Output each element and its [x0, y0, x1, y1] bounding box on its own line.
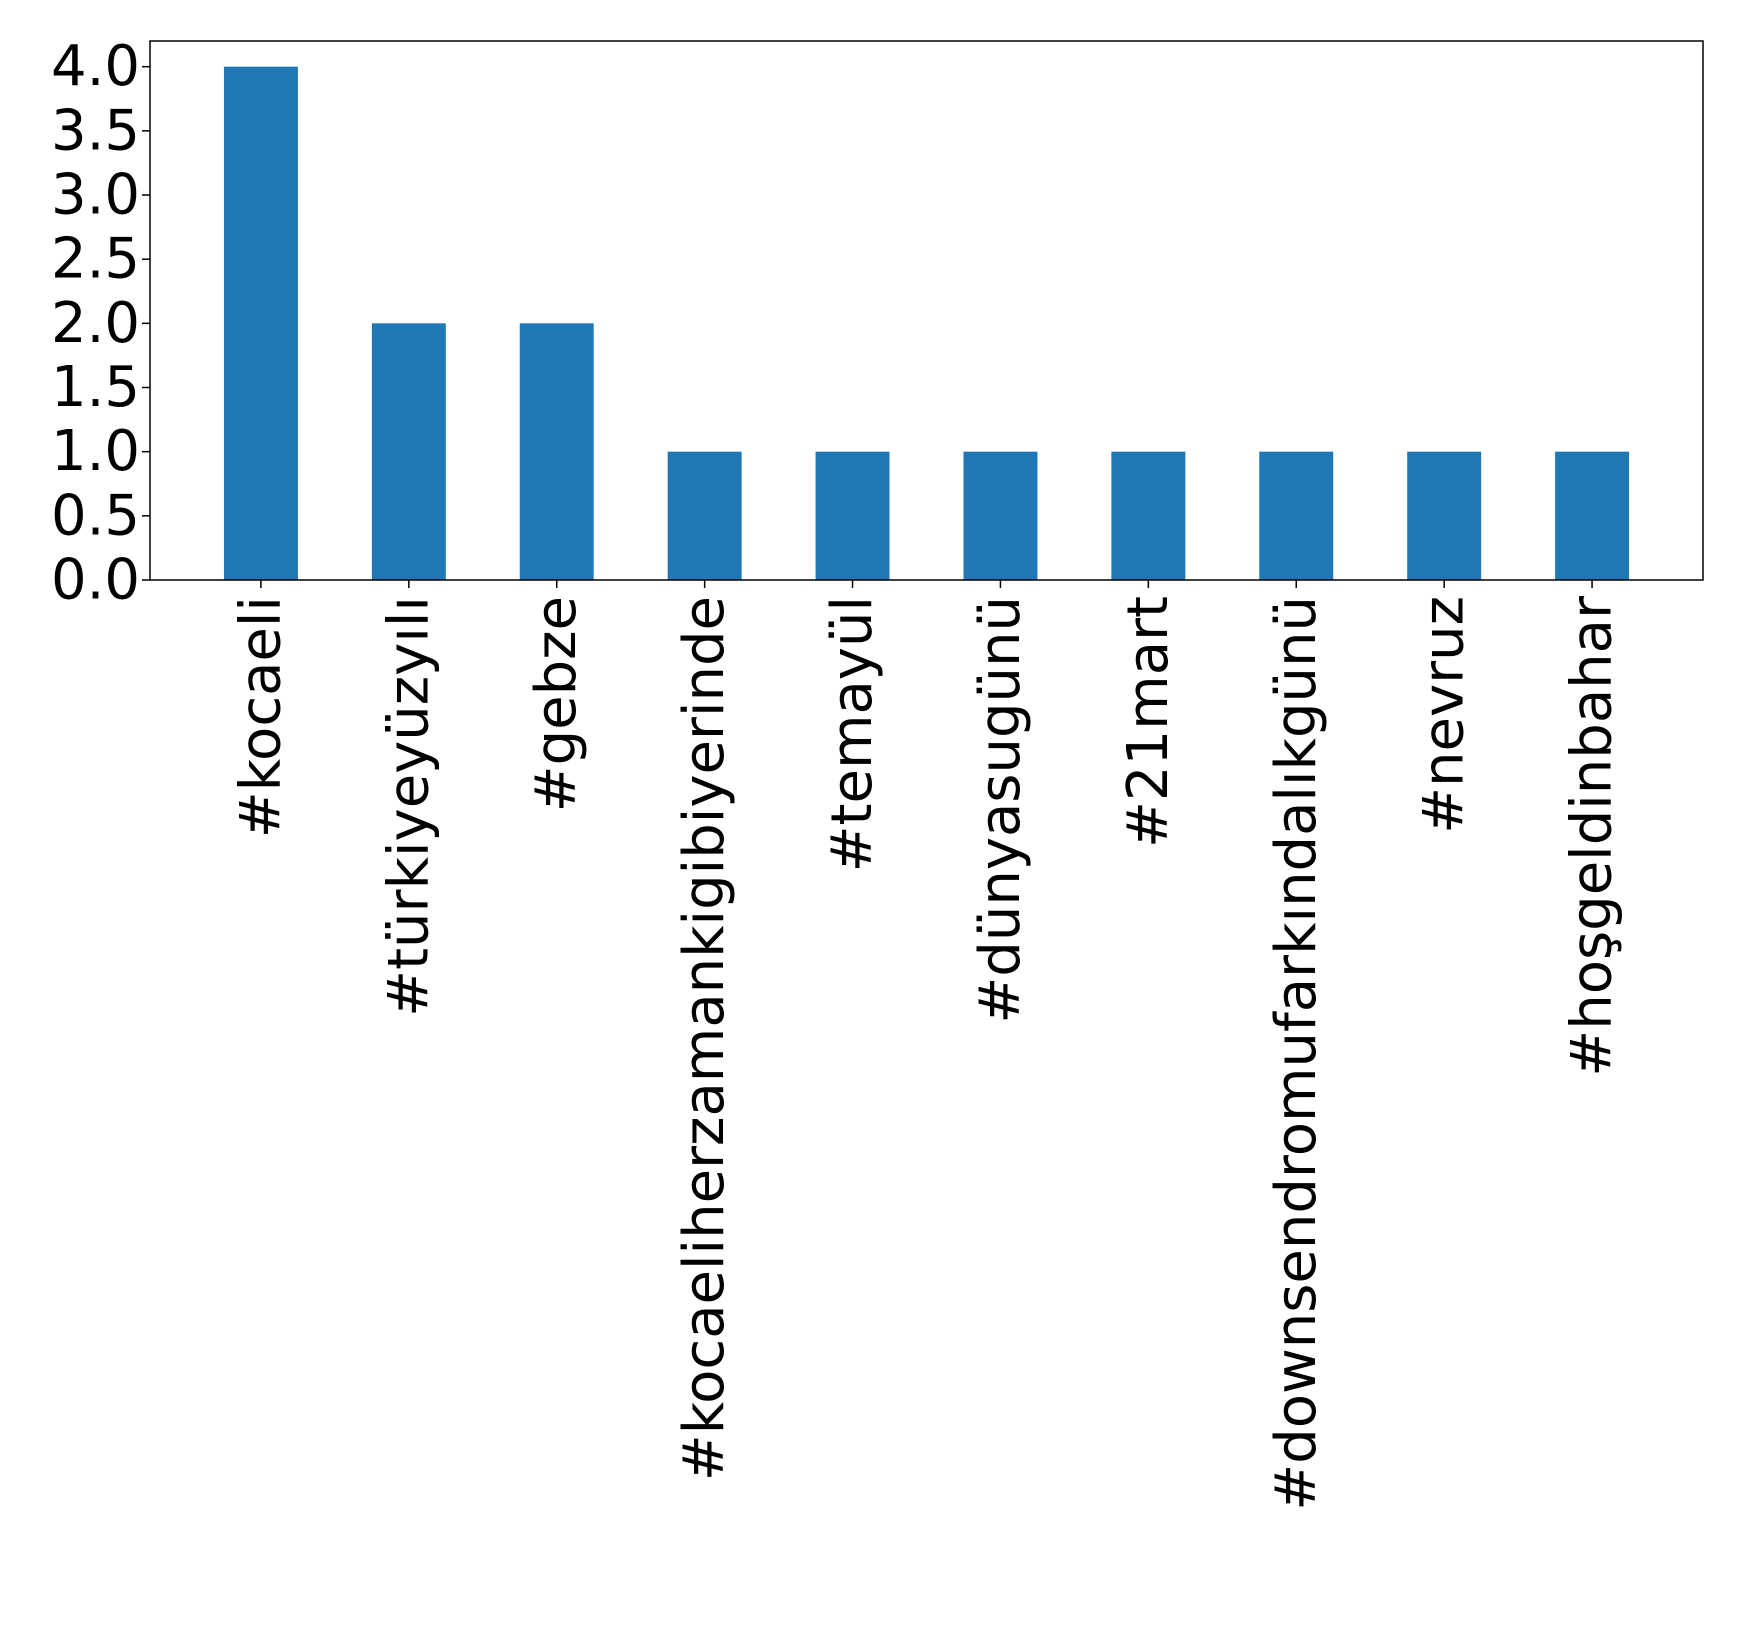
- bar: [1407, 451, 1482, 580]
- plot-frame: [149, 40, 1704, 581]
- x-tick-label: #gebze: [524, 596, 589, 812]
- x-tick-label: #temayül: [820, 596, 885, 872]
- bar: [815, 451, 890, 580]
- bar: [1555, 451, 1630, 580]
- y-tick-label: 1.5: [51, 355, 140, 420]
- y-tick-label: 2.5: [51, 227, 140, 292]
- x-tick-label: #hoşgeldinbahar: [1560, 595, 1625, 1077]
- x-tick-label: #dünyasugünü: [968, 596, 1033, 1024]
- y-tick-label: 1.0: [51, 419, 140, 484]
- bars-layer: [223, 66, 1630, 580]
- y-tick-label: 3.0: [51, 163, 140, 228]
- bar: [223, 66, 298, 580]
- x-tick-label: #kocaeli: [228, 596, 293, 838]
- y-tick-label: 3.5: [51, 98, 140, 163]
- y-tick-label: 0.5: [51, 483, 140, 548]
- x-tick-label: #downsendromufarkındalıkgünü: [1264, 596, 1329, 1511]
- x-tick-label: #21mart: [1116, 596, 1181, 848]
- bar: [1259, 451, 1334, 580]
- y-tick-label: 4.0: [51, 34, 140, 99]
- y-axis: 0.00.51.01.52.02.53.03.54.0: [51, 34, 150, 613]
- bar: [371, 323, 446, 580]
- bar: [1111, 451, 1186, 580]
- x-tick-label: #türkiyeyüzyılı: [376, 596, 441, 1017]
- y-tick-label: 0.0: [51, 548, 140, 613]
- x-axis: #kocaeli #türkiyeyüzyılı #gebze #kocaeliher…: [228, 580, 1625, 1511]
- bar: [519, 323, 594, 580]
- x-tick-label: #kocaeliherzamankigibiyerinde: [672, 596, 737, 1481]
- y-tick-label: 2.0: [51, 291, 140, 356]
- x-tick-label: #nevruz: [1412, 596, 1477, 834]
- bar: [963, 451, 1038, 580]
- bar: [667, 451, 742, 580]
